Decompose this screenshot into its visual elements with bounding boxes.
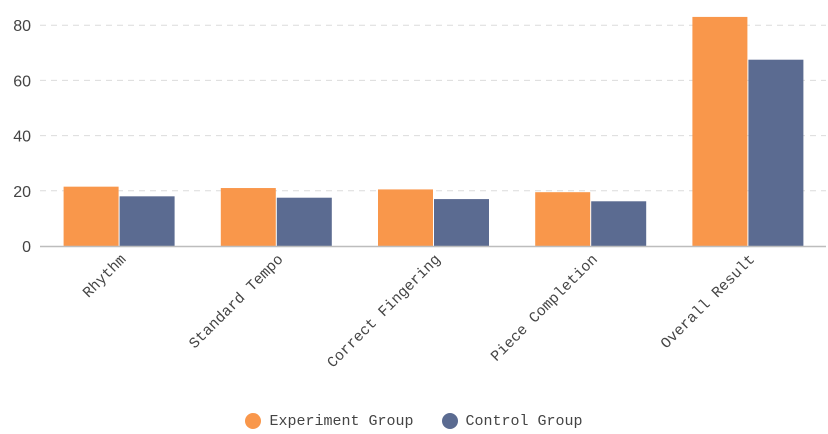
y-tick-label: 20 (13, 184, 31, 201)
legend-swatch-experiment (245, 413, 262, 429)
bar-control-correct-fingering[interactable] (434, 199, 489, 246)
legend-swatch-control (441, 413, 458, 429)
legend-item-control[interactable]: Control Group (441, 412, 583, 430)
x-tick-label: Rhythm (80, 252, 130, 302)
x-axis-ticks: Rhythm Standard Tempo Correct Fingering Pie… (80, 252, 759, 372)
bar-experiment-overall-result[interactable] (692, 16, 748, 247)
bar-control-standard-tempo[interactable] (276, 197, 332, 246)
bar-control-piece-completion[interactable] (591, 201, 647, 246)
legend-label-experiment: Experiment Group (269, 412, 414, 430)
y-axis-ticks: 0 20 40 60 80 (13, 18, 31, 256)
bar-control-overall-result[interactable] (748, 59, 804, 247)
y-tick-label: 60 (13, 73, 31, 90)
bar-experiment-standard-tempo[interactable] (220, 188, 276, 246)
legend-item-experiment[interactable]: Experiment Group (245, 412, 414, 430)
bars (63, 16, 804, 247)
x-tick-label: Standard Tempo (186, 252, 287, 353)
bar-experiment-correct-fingering[interactable] (378, 189, 433, 246)
bar-experiment-rhythm[interactable] (63, 186, 119, 246)
y-tick-label: 40 (13, 129, 31, 146)
x-tick-label: Piece Completion (488, 252, 602, 366)
bar-experiment-piece-completion[interactable] (535, 192, 591, 246)
bar-control-rhythm[interactable] (119, 196, 175, 246)
y-tick-label: 80 (13, 18, 31, 35)
x-tick-label: Overall Result (658, 252, 759, 353)
x-tick-label: Correct Fingering (324, 252, 444, 372)
legend-label-control: Control Group (465, 412, 583, 430)
legend: Experiment Group Control Group (0, 408, 828, 434)
y-tick-label: 0 (22, 239, 31, 256)
